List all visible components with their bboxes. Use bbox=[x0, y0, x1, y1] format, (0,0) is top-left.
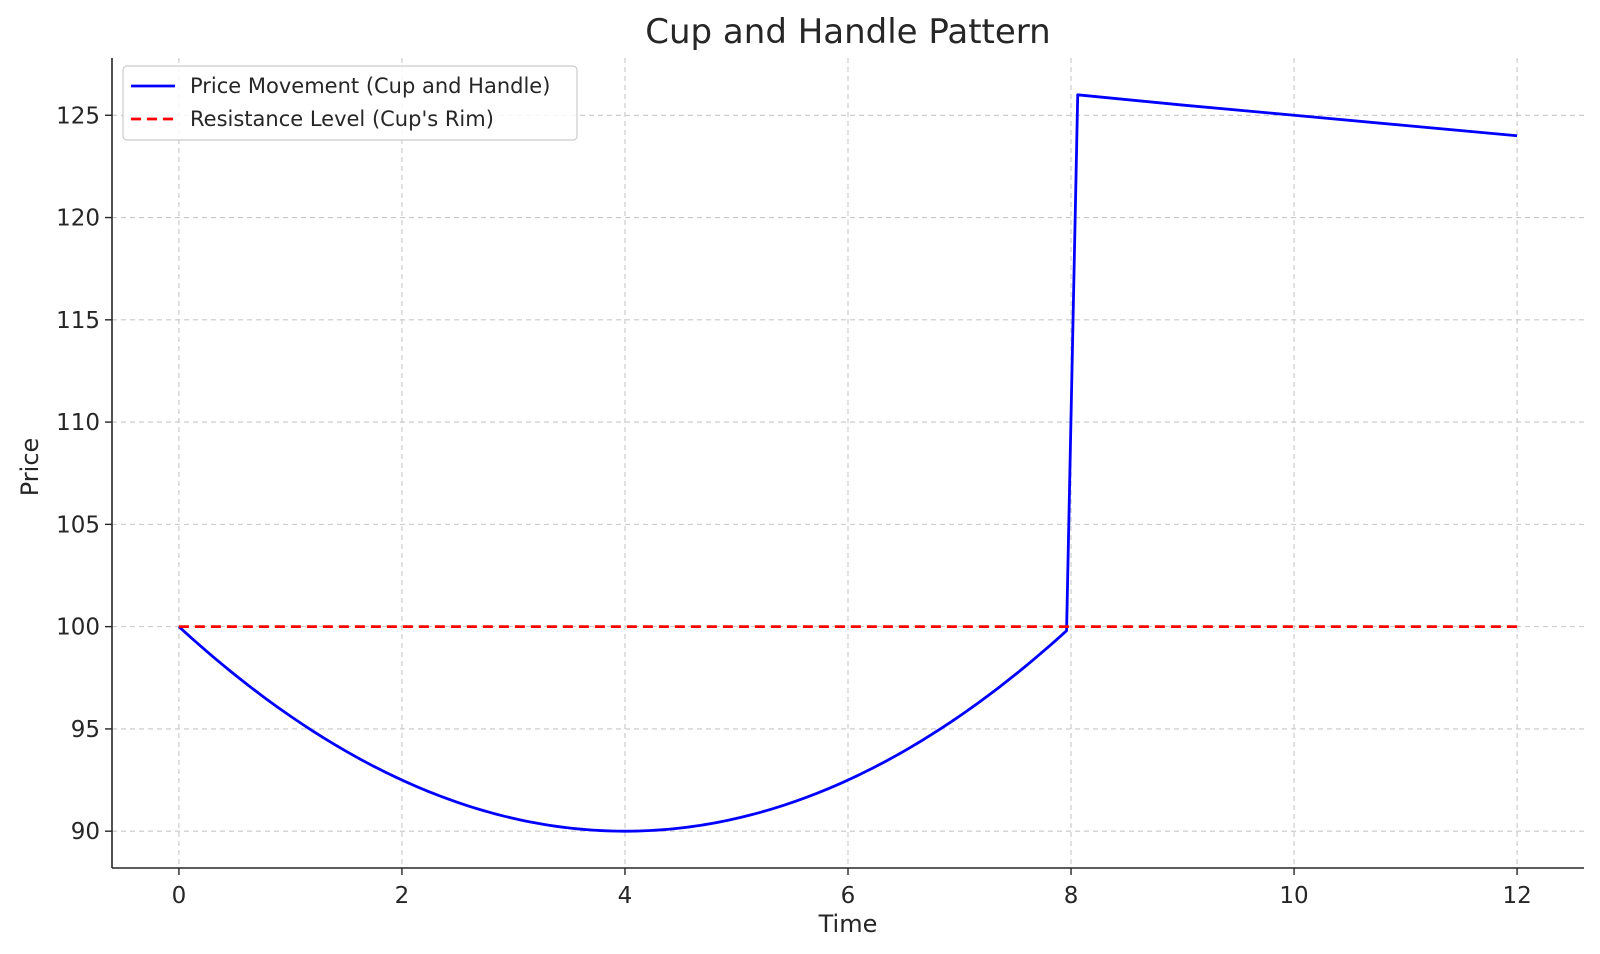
y-tick-label: 115 bbox=[56, 308, 100, 334]
plot-area bbox=[177, 93, 1518, 833]
y-axis-label: Price bbox=[16, 438, 44, 497]
y-tick-label: 95 bbox=[71, 717, 100, 743]
x-tick-label: 2 bbox=[395, 883, 410, 909]
y-tick-label: 100 bbox=[56, 615, 100, 641]
y-tick-label: 120 bbox=[56, 206, 100, 232]
legend-entry: Resistance Level (Cup's Rim) bbox=[190, 107, 494, 131]
x-tick-label: 6 bbox=[841, 883, 856, 909]
legend: Price Movement (Cup and Handle) Resistanc… bbox=[122, 65, 578, 141]
x-tick-label: 10 bbox=[1279, 883, 1308, 909]
x-tick-label: 4 bbox=[618, 883, 633, 909]
x-axis-label: Time bbox=[818, 910, 878, 938]
legend-entry: Price Movement (Cup and Handle) bbox=[190, 74, 550, 98]
price-movement-line bbox=[177, 93, 1518, 833]
x-tick-label: 8 bbox=[1064, 883, 1079, 909]
y-tick-label: 125 bbox=[56, 103, 100, 129]
y-tick-label: 105 bbox=[56, 512, 100, 538]
grid bbox=[112, 58, 1584, 868]
chart-title: Cup and Handle Pattern bbox=[645, 12, 1050, 52]
x-tick-label: 0 bbox=[172, 883, 187, 909]
legend-box bbox=[122, 65, 578, 141]
axes: 0 2 4 6 8 10 12 90 95 100 105 110 115 120 125 bbox=[56, 58, 1584, 909]
y-tick-label: 110 bbox=[56, 410, 100, 436]
y-tick-label: 90 bbox=[71, 819, 100, 845]
x-tick-label: 12 bbox=[1502, 883, 1531, 909]
